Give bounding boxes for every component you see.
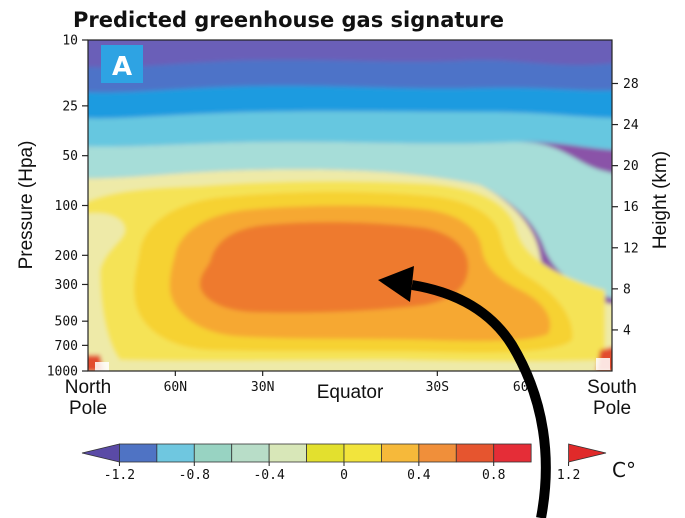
y-left-tick-label: 200 (55, 249, 78, 264)
arrow-shaft (411, 280, 551, 518)
arrow-head (378, 266, 414, 302)
band-fill (88, 59, 612, 93)
band-fill (88, 111, 612, 150)
y-right-label: Height (km) (650, 151, 671, 249)
y-left-tick-label: 300 (55, 278, 78, 293)
y-right-tick-label: 24 (623, 118, 639, 133)
colorbar-segment (156, 443, 195, 463)
colorbar-tick-label: -0.8 (179, 468, 210, 483)
y-left-axis: 10 25 50 100 200 300 500 700 1000 (47, 34, 88, 380)
y-right-tick-label: 16 (623, 200, 639, 215)
y-left-tick-label: 100 (55, 199, 78, 214)
y-right-tick-label: 20 (623, 159, 639, 174)
colorbar-segment (381, 443, 420, 463)
y-right-axis: 4 8 12 16 20 24 28 (612, 77, 639, 338)
colorbar-segment (418, 443, 457, 463)
y-right-tick-label: 12 (623, 241, 639, 256)
y-left-tick-label: 1000 (47, 365, 78, 380)
colorbar-tick-label: -1.2 (104, 468, 135, 483)
colorbar-tick-label: 1.2 (557, 468, 580, 483)
x-tick-label: 30S (426, 380, 449, 395)
x-tick-label: South Pole (587, 377, 637, 419)
colorbar-tick-label: 0.4 (407, 468, 431, 483)
colorbar-segment (268, 443, 307, 463)
band-fill (88, 40, 612, 68)
y-right-tick-label: 28 (623, 77, 639, 92)
colorbar-segment (231, 443, 270, 463)
colorbar-segment (119, 443, 158, 463)
colorbar-segment (81, 443, 120, 463)
y-left-tick-label: 500 (55, 315, 78, 330)
colorbar-segment (493, 443, 532, 463)
y-left-tick-label: 700 (55, 339, 78, 354)
y-right-tick-label: 8 (623, 282, 631, 297)
band-fill (88, 141, 612, 298)
y-right-tick-label: 4 (623, 323, 631, 338)
chart-title: Predicted greenhouse gas signature (73, 8, 504, 32)
x-tick-label: 60N (164, 380, 187, 395)
annotation-arrow (378, 266, 551, 518)
y-left-label: Pressure (Hpa) (16, 141, 37, 270)
colorbar-segment (455, 443, 495, 463)
colorbar-tick-label: -0.4 (253, 468, 284, 483)
y-left-tick-label: 50 (62, 149, 78, 164)
y-left-tick-label: 10 (62, 34, 78, 49)
colorbar-unit: C° (612, 458, 636, 482)
panel-label: A (112, 52, 132, 82)
colorbar-segment (306, 443, 345, 463)
x-tick-label: 30N (251, 380, 274, 395)
x-tick-label: North Pole (65, 377, 111, 419)
band-fill (200, 222, 469, 313)
y-left-tick-label: 25 (62, 99, 78, 114)
colorbar-segment (193, 443, 233, 463)
colorbar-segment (343, 443, 382, 463)
colorbar-tick-label: 0.8 (482, 468, 505, 483)
band-fill (88, 85, 612, 119)
x-tick-label: Equator (317, 382, 384, 403)
colorbar-tick-label: 0 (340, 468, 348, 483)
colorbar-segment (568, 443, 607, 463)
plot-area (88, 40, 612, 371)
colorbar: -1.2 -0.8 -0.4 0 0.4 0.8 1.2 (81, 443, 607, 483)
panel-label-box (101, 45, 143, 83)
